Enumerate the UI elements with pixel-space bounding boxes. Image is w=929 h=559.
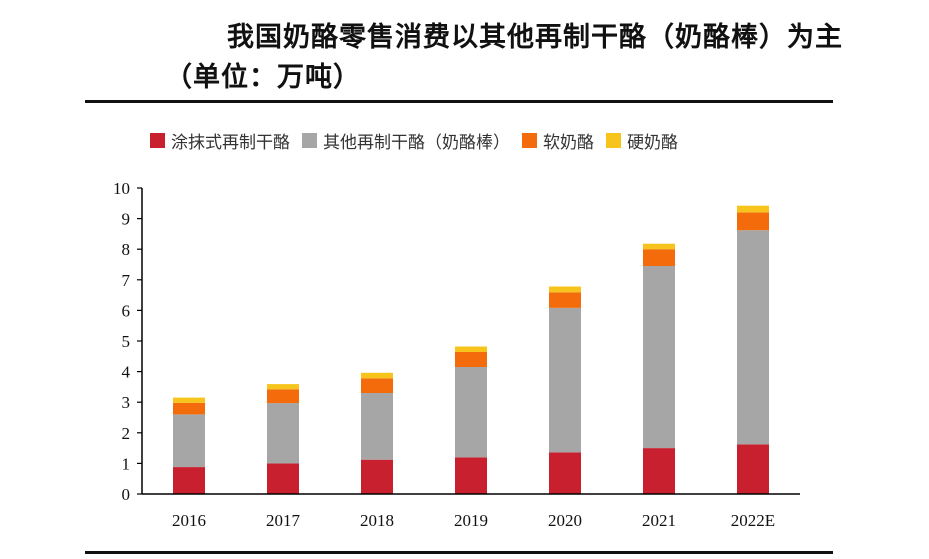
- legend-label-spreadable: 涂抹式再制干酪: [171, 132, 290, 153]
- bar-segment: [173, 414, 205, 467]
- y-tick-label: 4: [122, 363, 131, 382]
- bar-segment: [643, 448, 675, 494]
- legend-label-cheese-stick: 其他再制干酪（奶酪棒）: [323, 132, 510, 153]
- bar-segment: [267, 384, 299, 390]
- bar-segment: [737, 230, 769, 445]
- bar-segment: [267, 463, 299, 494]
- bar-segment: [267, 403, 299, 464]
- y-tick-label: 0: [122, 485, 131, 504]
- y-tick-label: 2: [122, 424, 131, 443]
- bar-segment: [737, 205, 769, 213]
- y-tick-label: 7: [122, 271, 131, 290]
- y-tick-label: 5: [122, 332, 131, 351]
- y-tick-label: 6: [122, 301, 131, 320]
- bar-segment: [643, 249, 675, 266]
- x-tick-label: 2016: [172, 511, 206, 530]
- bar-segment: [361, 393, 393, 460]
- x-tick-label: 2017: [266, 511, 301, 530]
- bar-segment: [549, 286, 581, 293]
- bar-segment: [455, 457, 487, 494]
- x-tick-label: 2019: [454, 511, 488, 530]
- legend-swatch-soft: [522, 132, 537, 148]
- bar-segment: [173, 397, 205, 403]
- bar-segment: [173, 467, 205, 494]
- title-divider: [85, 100, 833, 103]
- x-tick-label: 2021: [642, 511, 676, 530]
- y-tick-label: 3: [122, 393, 131, 412]
- legend: 涂抹式再制干酪 其他再制干酪（奶酪棒） 软奶酪 硬奶酪: [150, 128, 690, 153]
- x-tick-label: 2020: [548, 511, 582, 530]
- y-tick-label: 8: [122, 240, 131, 259]
- y-tick-label: 9: [122, 210, 131, 229]
- x-tick-label: 2018: [360, 511, 394, 530]
- y-tick-label: 10: [113, 179, 130, 198]
- x-tick-label: 2022E: [731, 511, 775, 530]
- legend-swatch-hard: [606, 132, 621, 148]
- bottom-divider: [85, 551, 833, 554]
- bar-segment: [361, 378, 393, 393]
- bar-segment: [455, 367, 487, 458]
- bar-segment: [643, 243, 675, 250]
- bar-segment: [549, 452, 581, 494]
- bar-segment: [455, 352, 487, 367]
- bar-segment: [549, 292, 581, 308]
- chart-title: 我国奶酪零售消费以其他再制干酪（奶酪棒）为主（单位：万吨）: [165, 22, 843, 93]
- legend-swatch-cheese-stick: [302, 132, 317, 148]
- legend-swatch-spreadable: [150, 132, 165, 148]
- bar-segment: [549, 308, 581, 453]
- legend-item-spreadable: 涂抹式再制干酪: [150, 128, 290, 153]
- bar-segment: [361, 372, 393, 379]
- bar-segment: [737, 212, 769, 231]
- bar-segment: [643, 266, 675, 449]
- bar-segment: [267, 389, 299, 404]
- bar-segment: [455, 346, 487, 352]
- legend-label-hard: 硬奶酪: [627, 132, 678, 153]
- legend-label-soft: 软奶酪: [543, 132, 594, 153]
- legend-item-soft: 软奶酪: [522, 128, 594, 153]
- legend-item-hard: 硬奶酪: [606, 128, 678, 153]
- bar-segment: [361, 459, 393, 494]
- y-tick-label: 1: [122, 454, 131, 473]
- bar-segment: [173, 402, 205, 415]
- legend-item-cheese-stick: 其他再制干酪（奶酪棒）: [302, 128, 510, 153]
- bar-segment: [737, 444, 769, 494]
